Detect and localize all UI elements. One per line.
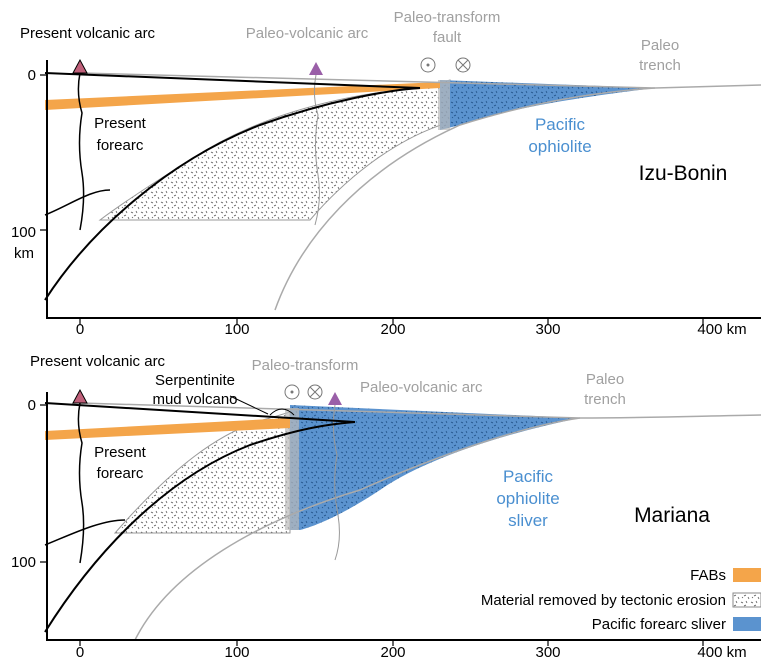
paleo-slab	[134, 417, 581, 641]
forearc-top	[44, 72, 421, 89]
ophiolite-region	[440, 80, 655, 130]
fab-band	[45, 418, 290, 440]
mud-volcano	[269, 408, 295, 416]
legend-label: Material removed by tectonic erosion	[481, 592, 726, 609]
ticks	[40, 74, 704, 325]
label: Paleo-transform	[394, 9, 501, 26]
label: Paleo	[641, 37, 679, 54]
x-tick-label: 0	[76, 644, 84, 661]
transform-out-dot	[426, 63, 430, 67]
eroded-material	[98, 79, 451, 221]
panel-izu-bonin: Present volcanic arc Paleo-volcanic arc …	[11, 9, 761, 338]
paleo-conduit	[313, 74, 320, 226]
x-tick-label: 100	[224, 644, 249, 661]
label: Pacific	[535, 115, 586, 134]
transform-in-symbol	[307, 384, 323, 400]
label: trench	[584, 391, 626, 408]
legend-label: FABs	[690, 567, 726, 584]
label: ophiolite	[528, 137, 591, 156]
ticks	[40, 404, 704, 646]
label: Pacific	[503, 467, 554, 486]
x-tick-label: 200	[380, 644, 405, 661]
transform-out-symbol	[420, 57, 436, 73]
transform-zone	[285, 408, 299, 530]
x-tick-label: 400 km	[697, 644, 746, 661]
legend-label: Pacific forearc sliver	[592, 616, 726, 633]
label: fault	[433, 29, 462, 46]
panel-title: Mariana	[634, 504, 710, 527]
label: Present volcanic arc	[30, 353, 166, 370]
transform-in-cross	[457, 59, 469, 71]
y-tick-label: 100	[11, 554, 36, 571]
moho	[44, 519, 126, 546]
x-tick-label: 100	[224, 321, 249, 338]
label: Present	[94, 444, 147, 461]
transform-in-cross	[309, 386, 321, 398]
x-tick-label: 200	[380, 321, 405, 338]
axes	[46, 392, 761, 641]
x-tick-label: 300	[535, 321, 560, 338]
slab-top	[44, 87, 421, 301]
label: Paleo-transform	[252, 357, 359, 374]
legend-swatch	[732, 592, 761, 608]
ophiolite-region	[290, 405, 580, 530]
transform-zone	[438, 80, 450, 130]
x-tick-label: 400 km	[697, 321, 746, 338]
eroded-material	[113, 411, 291, 534]
x-tick-label: 0	[76, 321, 84, 338]
paleo-slab	[274, 87, 656, 311]
panel-mariana: Present volcanic arc Serpentinite mud vo…	[11, 353, 761, 661]
legend-swatch	[733, 617, 761, 631]
label: Present volcanic arc	[20, 25, 156, 42]
paleo-conduit	[332, 404, 340, 561]
surface	[79, 402, 761, 419]
slab-top	[44, 421, 356, 633]
axes	[46, 60, 761, 319]
y-tick-label: 0	[28, 67, 36, 84]
legend: FABs Material removed by tectonic erosio…	[481, 567, 761, 633]
transform-out-dot	[290, 390, 294, 394]
volcano	[72, 388, 88, 404]
label: sliver	[508, 511, 548, 530]
transform-in-symbol	[455, 57, 471, 73]
transform-out-symbol	[284, 384, 300, 400]
paleo-volcano	[309, 62, 323, 75]
label: Paleo	[586, 371, 624, 388]
volcano	[72, 58, 88, 74]
y-unit: km	[14, 245, 34, 262]
forearc-top	[44, 402, 356, 423]
moho	[44, 189, 111, 216]
label: Present	[94, 115, 147, 132]
y-tick-label: 0	[28, 397, 36, 414]
arc-conduit	[77, 402, 85, 564]
y-tick-label: 100	[11, 224, 36, 241]
label: mud volcano	[152, 391, 237, 408]
x-tick-label: 300	[535, 644, 560, 661]
label: Paleo-volcanic arc	[246, 25, 369, 42]
legend-swatch	[733, 568, 761, 582]
arc-conduit	[77, 72, 85, 231]
leader	[229, 395, 269, 415]
label: trench	[639, 57, 681, 74]
paleo-volcano	[328, 392, 342, 405]
fab-band	[45, 82, 440, 110]
label: forearc	[97, 465, 144, 482]
panel-title: Izu-Bonin	[639, 162, 728, 185]
label: Serpentinite	[155, 372, 235, 389]
label: forearc	[97, 137, 144, 154]
label: ophiolite	[496, 489, 559, 508]
label: Paleo-volcanic arc	[360, 379, 483, 396]
